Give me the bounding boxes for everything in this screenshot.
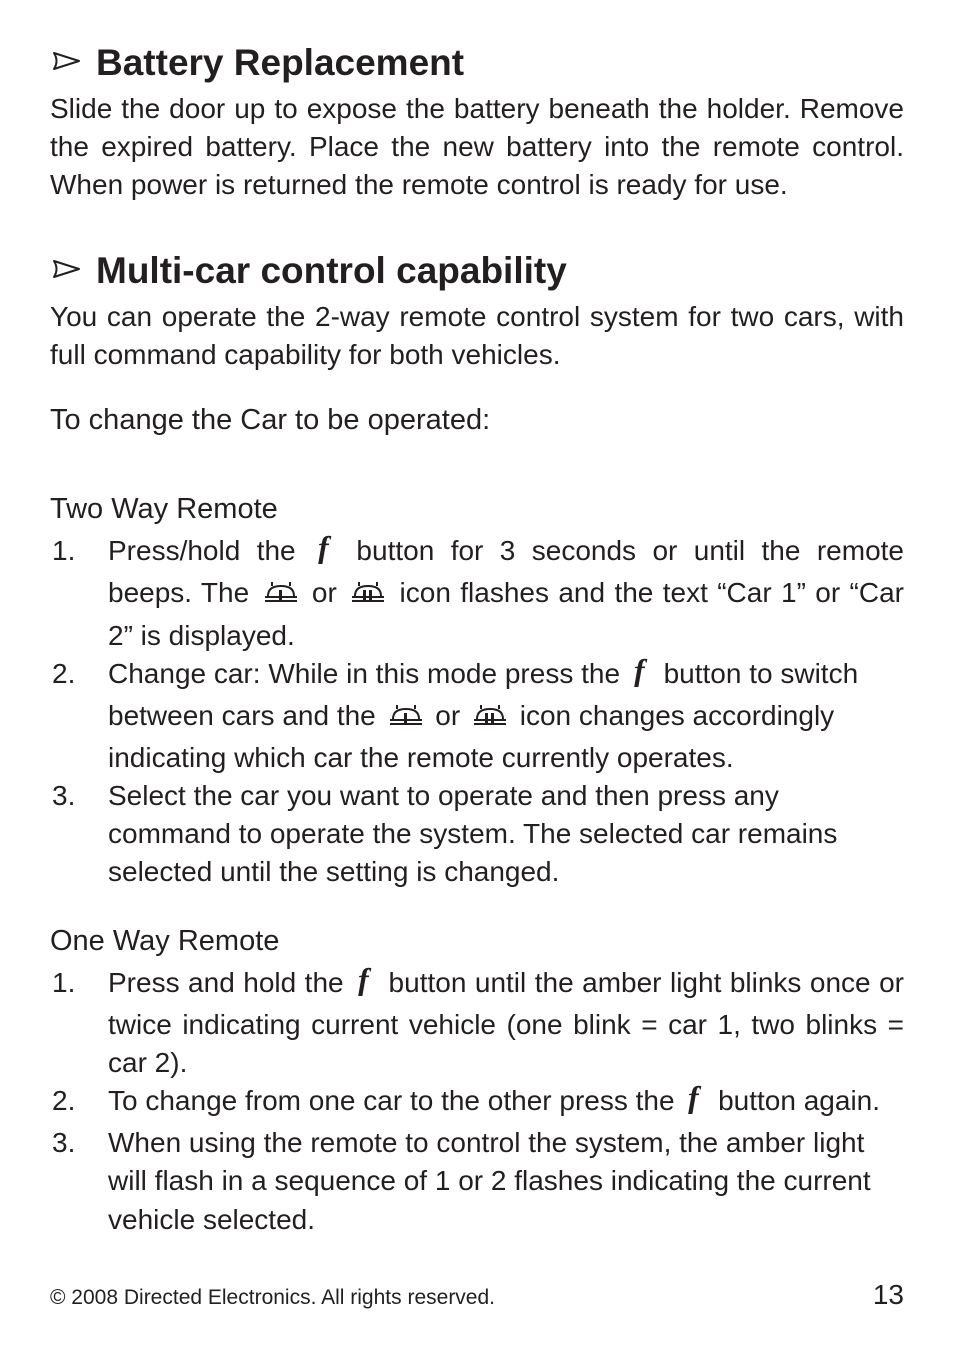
arrow-right-icon (53, 259, 83, 284)
two-way-heading: Two Way Remote (50, 493, 904, 526)
svg-text:f: f (358, 964, 372, 996)
list-number: 1. (50, 964, 108, 1082)
list-item: 1. Press/hold the f button for 3 seconds… (50, 532, 904, 654)
list-text: Change car: While in this mode press the… (108, 655, 904, 777)
list-item: 2. Change car: While in this mode press … (50, 655, 904, 777)
section-heading-multicar: Multi-car control capability (50, 250, 904, 292)
list-text: Press/hold the f button for 3 seconds or… (108, 532, 904, 654)
svg-text:f: f (634, 655, 648, 687)
f-button-icon: f (355, 964, 377, 1006)
f-button-icon: f (631, 655, 653, 697)
change-car-label: To change the Car to be operated: (50, 404, 904, 437)
car1-icon (387, 701, 425, 739)
one-way-heading: One Way Remote (50, 925, 904, 958)
list-number: 2. (50, 1082, 108, 1124)
section-title: Battery Replacement (96, 42, 464, 84)
list-item: 2. To change from one car to the other p… (50, 1082, 904, 1124)
svg-text:f: f (318, 532, 332, 564)
battery-body: Slide the door up to expose the battery … (50, 90, 904, 204)
arrow-right-icon (53, 51, 83, 76)
car2-icon (349, 578, 387, 616)
section-title: Multi-car control capability (96, 250, 567, 292)
two-way-list: 1. Press/hold the f button for 3 seconds… (50, 532, 904, 891)
list-text: Select the car you want to operate and t… (108, 777, 904, 891)
list-number: 2. (50, 655, 108, 777)
list-number: 1. (50, 532, 108, 654)
list-item: 3. When using the remote to control the … (50, 1124, 904, 1238)
car1-icon (262, 578, 300, 616)
copyright-text: © 2008 Directed Electronics. All rights … (50, 1286, 495, 1310)
page-footer: © 2008 Directed Electronics. All rights … (50, 1279, 904, 1311)
f-button-icon: f (685, 1082, 707, 1124)
page-number: 13 (873, 1279, 904, 1311)
svg-text:f: f (688, 1082, 702, 1114)
section-heading-battery: Battery Replacement (50, 42, 904, 84)
multicar-body: You can operate the 2-way remote control… (50, 298, 904, 374)
list-text: When using the remote to control the sys… (108, 1124, 904, 1238)
list-text: To change from one car to the other pres… (108, 1082, 904, 1124)
list-item: 1. Press and hold the f button until the… (50, 964, 904, 1082)
list-item: 3. Select the car you want to operate an… (50, 777, 904, 891)
list-number: 3. (50, 777, 108, 891)
f-button-icon: f (315, 532, 337, 574)
one-way-list: 1. Press and hold the f button until the… (50, 964, 904, 1239)
list-text: Press and hold the f button until the am… (108, 964, 904, 1082)
list-number: 3. (50, 1124, 108, 1238)
car2-icon (471, 701, 509, 739)
